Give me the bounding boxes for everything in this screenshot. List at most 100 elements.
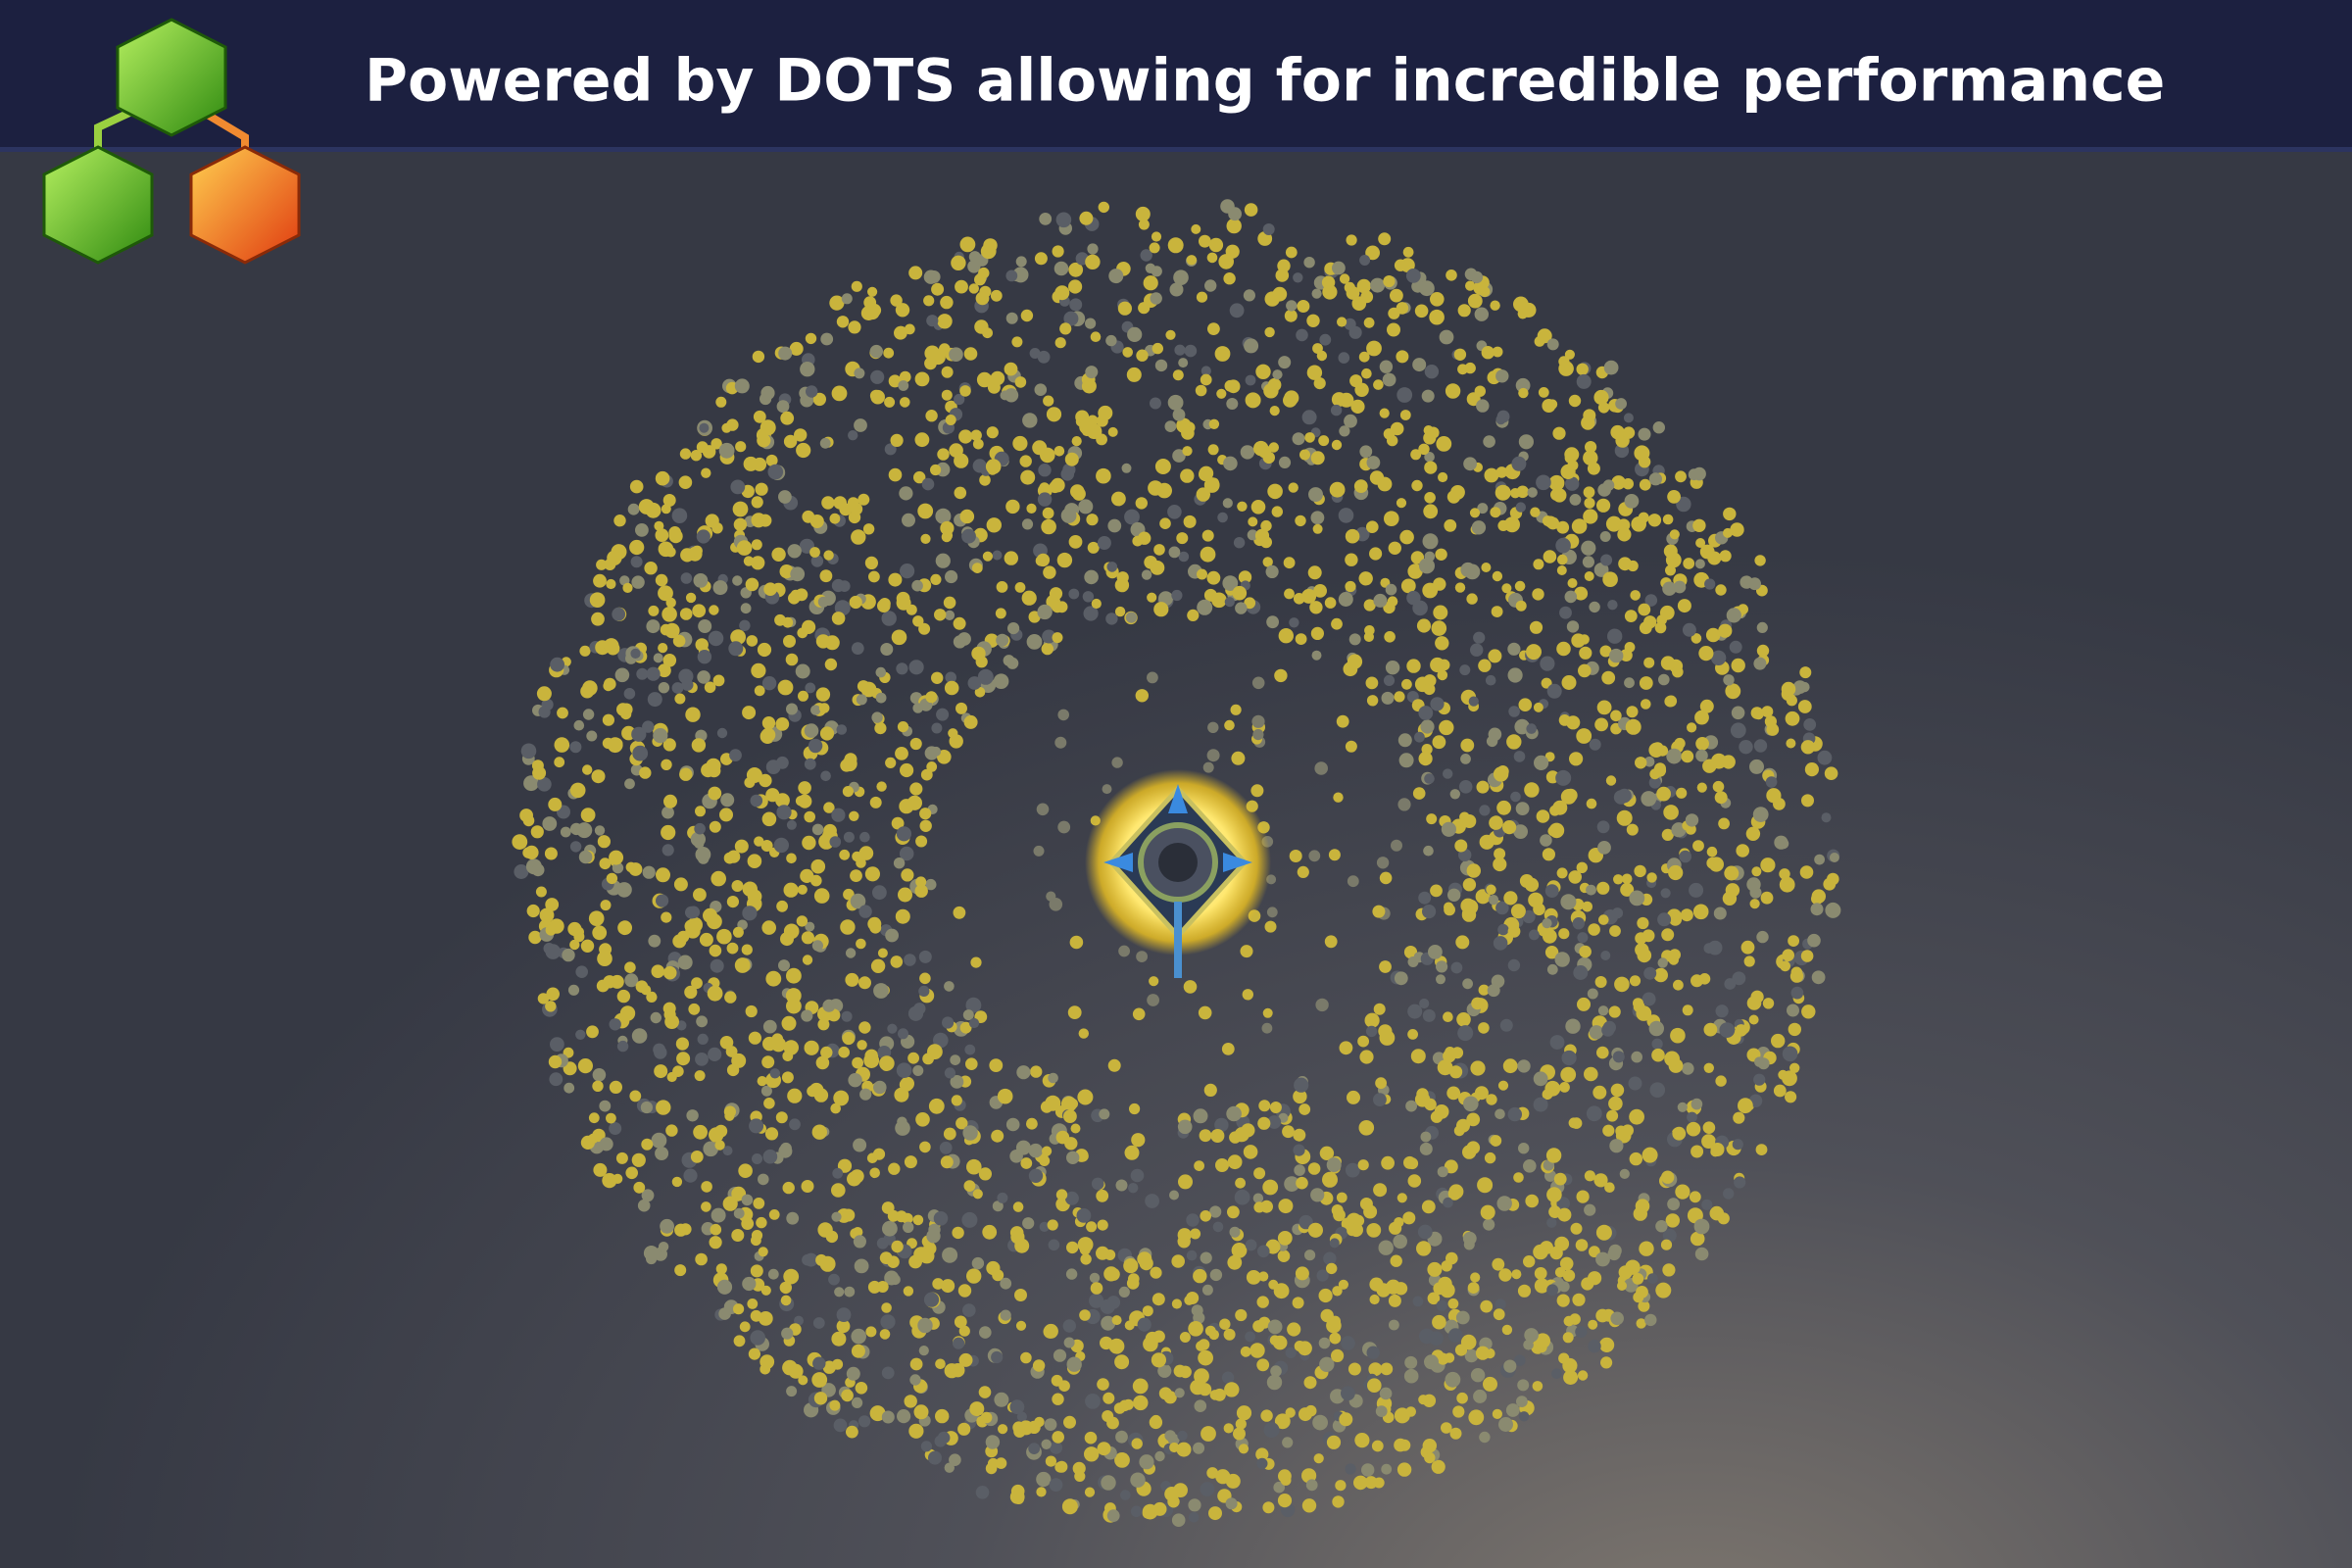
enemy [1493,857,1507,872]
enemy [904,954,916,966]
header-bar [0,0,2352,150]
enemy [1571,518,1588,534]
enemy [1345,1162,1360,1178]
enemy [1316,1269,1329,1282]
enemy [708,1047,722,1061]
enemy [754,836,764,847]
enemy [586,730,598,742]
enemy [1823,877,1837,891]
enemy [641,1138,654,1151]
enemy [685,707,701,722]
enemy [978,267,990,279]
enemy [709,1236,722,1250]
enemy [873,983,889,999]
enemy [926,315,939,327]
enemy [1446,1086,1461,1101]
enemy [1186,1250,1198,1261]
enemy [930,573,942,586]
enemy [1357,1159,1369,1171]
enemy [733,1335,746,1348]
enemy [1682,622,1696,637]
enemy [685,592,697,604]
enemy [1825,902,1841,918]
enemy [554,757,565,768]
enemy [1186,255,1198,266]
enemy [1753,739,1768,753]
enemy [944,610,956,621]
enemy [1529,929,1540,941]
enemy [1248,516,1258,527]
enemy [1490,507,1501,518]
enemy [1054,736,1067,749]
enemy [1578,663,1592,678]
enemy [1129,1102,1141,1115]
enemy [1260,519,1272,532]
enemy [710,1207,726,1223]
enemy [915,876,927,888]
enemy [1548,822,1565,839]
enemy [804,1040,819,1055]
enemy [1164,1487,1180,1501]
enemy [742,906,758,921]
enemy [1384,511,1399,526]
enemy [603,680,613,692]
enemy [1418,706,1434,720]
enemy [579,645,591,657]
enemy [775,1111,788,1124]
enemy [996,581,1008,593]
enemy [1285,1347,1297,1358]
enemy [539,907,555,923]
enemy [1326,1262,1338,1275]
enemy [629,1090,642,1102]
enemy [1015,1320,1027,1331]
enemy [609,1122,622,1135]
enemy [1167,237,1184,254]
enemy [1068,262,1084,277]
enemy [888,374,902,388]
enemy [1525,1194,1539,1208]
enemy [573,719,585,731]
enemy [937,314,953,329]
enemy [654,520,664,531]
enemy [1546,1187,1562,1202]
enemy [785,988,802,1004]
enemy [1416,1241,1432,1256]
enemy [1419,280,1435,297]
enemy [1066,1151,1080,1165]
enemy [1653,763,1667,777]
enemy [1577,997,1591,1011]
enemy [760,385,775,401]
enemy [1433,605,1448,620]
enemy [1352,1214,1365,1227]
enemy [1743,956,1755,967]
enemy [1584,1170,1595,1182]
enemy [758,1247,768,1257]
enemy [1079,1309,1091,1321]
enemy [836,316,850,328]
enemy [1586,1105,1602,1122]
enemy [818,703,830,713]
enemy [1268,442,1280,453]
enemy [696,441,709,454]
enemy [919,1141,931,1153]
enemy [1203,477,1220,493]
enemy [1318,1288,1333,1303]
enemy [1557,1207,1572,1222]
enemy [950,1075,964,1089]
enemy [1713,906,1727,920]
enemy [836,1307,852,1322]
enemy [1621,1124,1634,1137]
enemy [1153,544,1165,556]
enemy [1662,1263,1676,1277]
enemy [1009,1399,1025,1415]
enemy [693,888,707,902]
enemy [1797,700,1812,713]
enemy [623,688,636,700]
enemy [512,834,528,850]
enemy [633,1181,646,1194]
enemy [1292,432,1305,446]
enemy [1652,421,1666,434]
enemy [1003,655,1015,666]
enemy [1494,848,1506,860]
enemy [1318,1337,1331,1349]
